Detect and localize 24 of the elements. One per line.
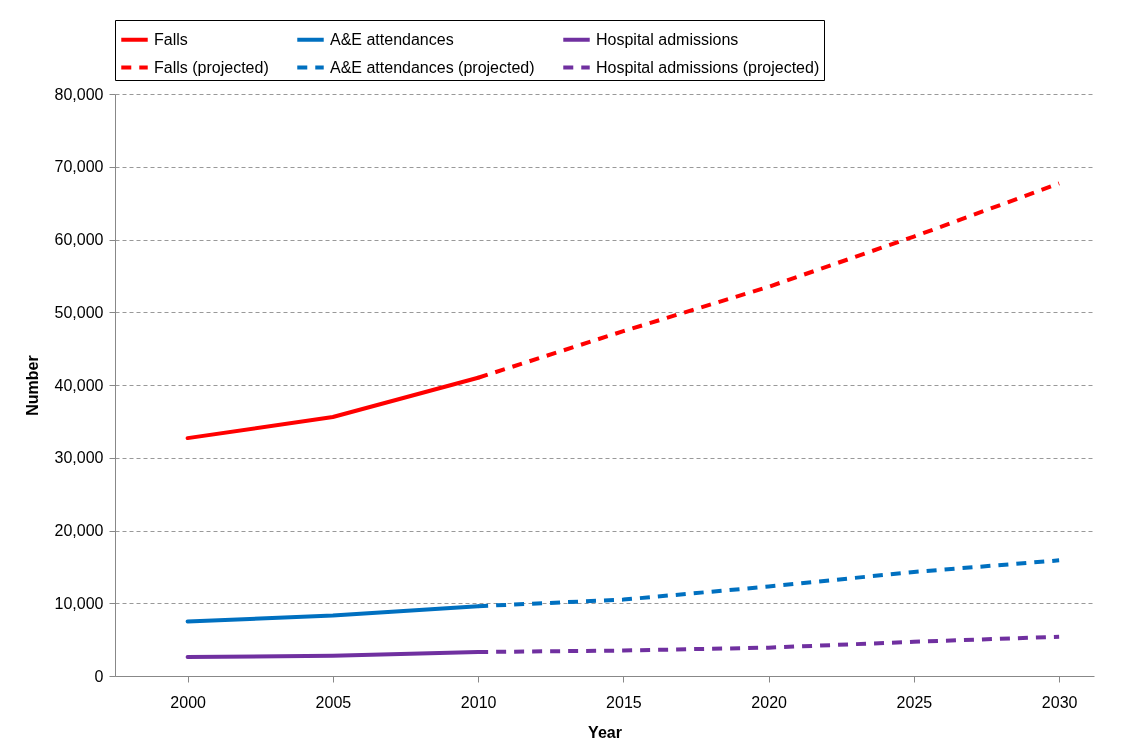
legend-label: Hospital admissions	[596, 30, 739, 48]
y-tick-label: 10,000	[54, 594, 104, 612]
y-tick-label: 20,000	[54, 522, 104, 539]
y-tick-label: 80,000	[54, 85, 104, 103]
x-axis-title: Year	[588, 723, 622, 741]
y-tick-label: 70,000	[54, 158, 104, 176]
y-tick-label: 30,000	[54, 449, 104, 467]
x-tick-label: 2025	[896, 693, 933, 711]
y-tick-label: 0	[94, 667, 104, 685]
x-tick-label: 2005	[315, 693, 352, 711]
legend-label: Falls	[154, 30, 188, 48]
legend-label: A&E attendances	[330, 30, 454, 48]
y-tick-label: 40,000	[54, 376, 104, 394]
legend-label: Falls (projected)	[154, 58, 269, 76]
x-tick-label: 2015	[606, 693, 642, 711]
x-tick-label: 2010	[460, 693, 497, 711]
y-tick-label: 50,000	[54, 303, 104, 321]
legend-label: A&E attendances (projected)	[330, 58, 535, 76]
y-tick-label: 60,000	[54, 231, 104, 248]
x-tick-label: 2030	[1041, 693, 1078, 711]
y-axis-title: Number	[23, 355, 41, 416]
legend-label: Hospital admissions (projected)	[596, 58, 820, 76]
x-tick-label: 2020	[751, 693, 788, 711]
x-tick-label: 2000	[170, 693, 207, 711]
